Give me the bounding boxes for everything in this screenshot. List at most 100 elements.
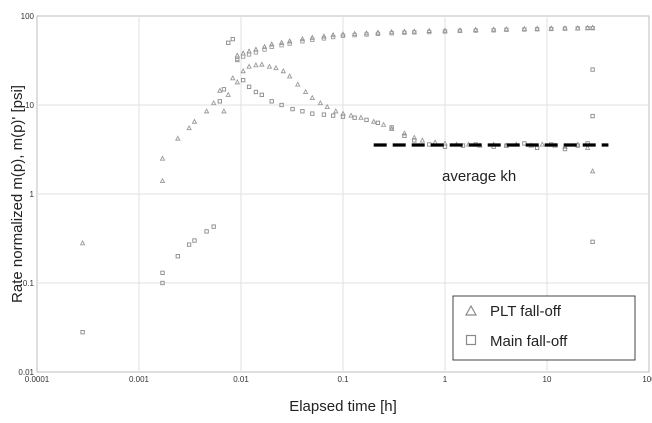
data-point: [287, 41, 292, 46]
data-point: [230, 36, 235, 42]
x-tick-label: 0.0001: [25, 375, 50, 384]
legend-triangle-icon: [464, 304, 478, 316]
data-point: [590, 113, 595, 119]
data-point: [299, 35, 306, 42]
y-tick-label: 100: [21, 12, 35, 21]
data-point: [241, 54, 246, 59]
data-point: [300, 39, 305, 44]
data-point: [457, 28, 463, 34]
data-point: [375, 120, 381, 126]
data-point: [317, 99, 324, 106]
data-point: [246, 63, 252, 69]
data-point: [309, 94, 316, 101]
data-point: [491, 28, 496, 33]
data-point: [549, 26, 554, 32]
data-point: [253, 62, 259, 68]
data-point: [330, 113, 336, 118]
data-point: [388, 125, 395, 131]
data-point: [539, 141, 546, 147]
data-point: [269, 44, 274, 50]
data-point: [503, 26, 510, 32]
data-point: [364, 32, 369, 37]
data-point: [302, 88, 309, 95]
legend-entry-main: Main fall-off: [490, 333, 568, 350]
data-point: [534, 27, 540, 32]
data-point: [590, 26, 595, 31]
data-point: [412, 138, 417, 143]
data-point: [401, 130, 408, 136]
data-point: [310, 111, 315, 116]
data-point: [241, 78, 246, 83]
data-point: [294, 81, 301, 87]
data-point: [221, 87, 227, 92]
data-point: [324, 103, 330, 110]
y-tick-label: 1: [30, 190, 35, 199]
data-point: [159, 155, 166, 161]
data-point: [419, 137, 426, 143]
data-point: [225, 91, 232, 97]
data-point: [300, 109, 305, 114]
data-point: [562, 24, 568, 31]
data-point: [204, 229, 209, 234]
data-point: [310, 37, 315, 42]
data-point: [217, 99, 222, 104]
data-point: [321, 33, 327, 39]
data-point: [159, 177, 166, 184]
data-point: [253, 50, 259, 55]
x-tick-label: 1: [443, 375, 448, 384]
data-point: [230, 75, 236, 81]
data-point: [389, 125, 394, 130]
x-tick-label: 0.001: [129, 375, 150, 384]
data-point: [191, 118, 198, 124]
data-point: [279, 43, 284, 48]
data-point: [442, 27, 448, 33]
data-point: [340, 114, 346, 119]
data-point: [411, 28, 418, 34]
data-point: [160, 270, 165, 276]
data-point: [290, 106, 295, 112]
data-point: [203, 108, 210, 114]
data-point: [175, 135, 181, 141]
data-point: [235, 56, 240, 62]
data-point: [589, 168, 596, 174]
data-point: [269, 99, 274, 104]
data-point: [548, 25, 554, 31]
data-point: [221, 108, 227, 114]
data-point: [261, 43, 268, 49]
reference-line-label: average kh: [442, 168, 516, 185]
y-tick-label: 0.01: [18, 368, 34, 377]
data-point: [562, 146, 568, 152]
data-point: [273, 64, 279, 71]
data-point: [562, 26, 568, 31]
data-point: [240, 67, 246, 74]
data-point: [504, 27, 509, 32]
data-point: [401, 28, 408, 34]
data-point: [268, 41, 275, 47]
data-point: [211, 224, 216, 229]
data-point: [160, 280, 165, 286]
data-point: [352, 32, 357, 38]
data-point: [534, 25, 540, 31]
x-axis-label: Elapsed time [h]: [289, 398, 397, 415]
legend: PLT fall-off Main fall-off: [452, 295, 636, 361]
data-point: [402, 30, 407, 35]
data-point: [590, 67, 595, 72]
data-point: [457, 27, 463, 33]
data-point: [262, 47, 267, 52]
legend-entry-plt: PLT fall-off: [490, 303, 562, 320]
data-point: [442, 29, 448, 34]
data-point: [175, 254, 180, 259]
data-point: [259, 92, 264, 98]
grid-layer: [37, 16, 649, 372]
data-point: [278, 39, 285, 45]
data-point: [309, 34, 316, 40]
x-tick-label: 10: [543, 375, 552, 384]
data-point: [575, 26, 580, 31]
data-point: [79, 240, 86, 246]
tick-layer: 0.0001 0.001 0.01 0.1 1 10 100 0.01 0.1 1 10 100: [18, 12, 652, 384]
data-point: [358, 114, 364, 120]
data-point: [280, 67, 287, 74]
data-point: [330, 34, 336, 40]
data-point: [472, 26, 479, 32]
